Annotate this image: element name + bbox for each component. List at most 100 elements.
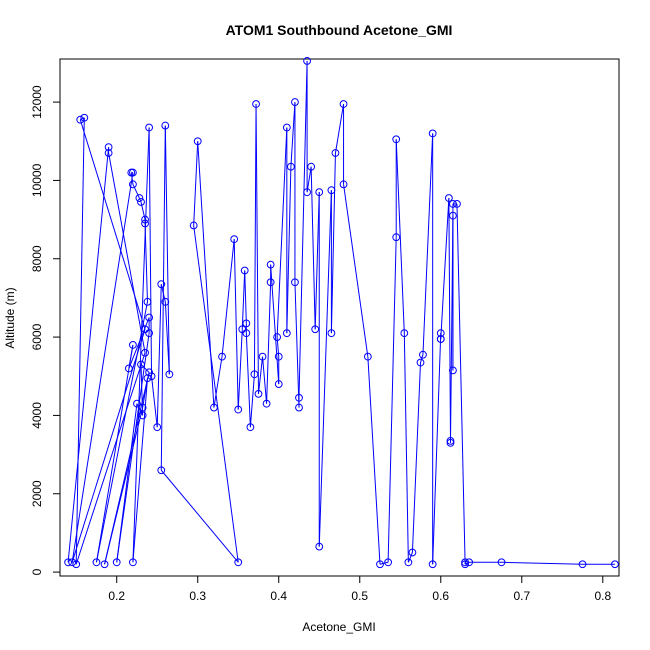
- series-segment: [116, 403, 138, 563]
- series-segment: [294, 282, 300, 408]
- series-segment: [276, 127, 288, 338]
- data-point: [461, 560, 469, 569]
- series-segment: [237, 329, 243, 410]
- data-point: [327, 186, 336, 195]
- data-point: [129, 180, 137, 189]
- series-segment: [448, 198, 451, 441]
- data-point: [143, 297, 152, 306]
- data-point: [104, 149, 113, 157]
- series-segment: [132, 127, 150, 563]
- data-point: [446, 438, 455, 447]
- series-segment: [318, 190, 332, 547]
- data-point: [138, 403, 147, 412]
- data-point: [436, 335, 445, 343]
- data-point: [112, 558, 121, 567]
- data-point: [218, 352, 226, 361]
- series-segment: [160, 469, 239, 563]
- series-segment: [367, 356, 381, 565]
- series-segment: [193, 141, 199, 226]
- x-tick-label: 0.5: [351, 589, 368, 603]
- x-axis-label: Acetone_GMI: [302, 620, 375, 634]
- data-point: [141, 215, 149, 224]
- data-point: [234, 405, 243, 414]
- series-segment: [241, 270, 246, 330]
- data-point: [129, 558, 137, 567]
- data-point: [327, 329, 336, 338]
- series-segment: [298, 60, 308, 398]
- series-segment: [245, 333, 251, 428]
- data-point: [307, 162, 316, 171]
- data-point: [449, 366, 457, 375]
- data-point: [446, 436, 455, 445]
- data-point: [157, 466, 166, 475]
- data-point: [400, 329, 409, 338]
- data-point: [145, 329, 154, 338]
- data-point: [234, 558, 243, 567]
- data-point: [76, 115, 85, 124]
- data-point: [291, 278, 299, 287]
- series-segment: [456, 203, 466, 563]
- data-point: [210, 403, 218, 412]
- y-tick-label: 10000: [30, 163, 44, 197]
- data-point: [291, 98, 299, 106]
- y-tick-label: 8000: [30, 245, 44, 272]
- series-segment: [244, 270, 247, 324]
- series-segment: [306, 166, 312, 193]
- data-point: [303, 57, 311, 65]
- series-segment: [75, 352, 146, 565]
- plot-frame: [59, 58, 620, 577]
- data-point: [165, 370, 174, 379]
- data-point: [258, 352, 267, 361]
- data-point: [141, 348, 149, 357]
- series-segment: [104, 407, 144, 565]
- series-segment: [501, 561, 583, 565]
- data-point: [242, 319, 251, 328]
- data-point: [428, 129, 437, 138]
- data-point: [161, 121, 170, 130]
- data-point: [145, 368, 154, 377]
- data-point: [363, 352, 372, 361]
- series-segment: [128, 344, 134, 369]
- points-layer: [64, 57, 619, 569]
- data-point: [254, 389, 263, 398]
- data-point: [240, 266, 249, 275]
- data-point: [137, 360, 145, 369]
- data-point: [104, 143, 113, 152]
- series-segment: [140, 364, 150, 373]
- data-point: [273, 333, 282, 341]
- data-point: [189, 221, 198, 230]
- series-segment: [221, 239, 235, 357]
- series-segment: [132, 184, 140, 199]
- data-point: [68, 558, 77, 567]
- series-segment: [395, 139, 405, 334]
- data-point: [143, 374, 152, 383]
- series-segment: [160, 125, 166, 471]
- chart-title: ATOM1 Southbound Acetone_GMI: [226, 22, 453, 38]
- data-point: [238, 325, 247, 334]
- series-segment: [249, 374, 255, 428]
- series-segment: [387, 237, 397, 563]
- series-segment: [151, 376, 158, 428]
- y-axis-label: Altitude (m): [3, 287, 17, 348]
- series-segment: [128, 317, 150, 369]
- data-point: [92, 558, 101, 567]
- series-segment: [334, 103, 345, 154]
- data-point: [465, 558, 474, 567]
- data-point: [138, 411, 147, 420]
- series-segment: [95, 344, 134, 563]
- series-segment: [148, 127, 153, 377]
- series-segment: [379, 561, 389, 565]
- series-segment: [255, 104, 259, 394]
- data-point: [295, 403, 303, 412]
- data-point: [461, 558, 469, 567]
- data-point: [315, 542, 324, 551]
- series-segment: [432, 333, 442, 565]
- data-point: [72, 560, 81, 569]
- data-point: [408, 548, 417, 557]
- x-axis: 0.2 0.3 0.4 0.5 0.6 0.7 0.8: [108, 575, 611, 603]
- series-segment: [71, 172, 134, 563]
- data-point: [137, 198, 145, 206]
- series-segment: [130, 172, 134, 185]
- series-segment: [75, 117, 85, 565]
